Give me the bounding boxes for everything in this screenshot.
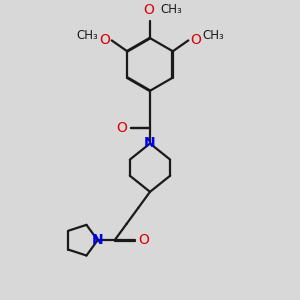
Text: O: O — [143, 3, 154, 17]
Text: O: O — [190, 33, 201, 47]
Text: CH₃: CH₃ — [202, 29, 224, 42]
Text: O: O — [139, 233, 149, 247]
Text: CH₃: CH₃ — [76, 29, 98, 42]
Text: O: O — [116, 121, 127, 135]
Text: O: O — [99, 33, 110, 47]
Text: N: N — [92, 233, 103, 247]
Text: N: N — [144, 136, 156, 151]
Text: CH₃: CH₃ — [161, 3, 183, 16]
